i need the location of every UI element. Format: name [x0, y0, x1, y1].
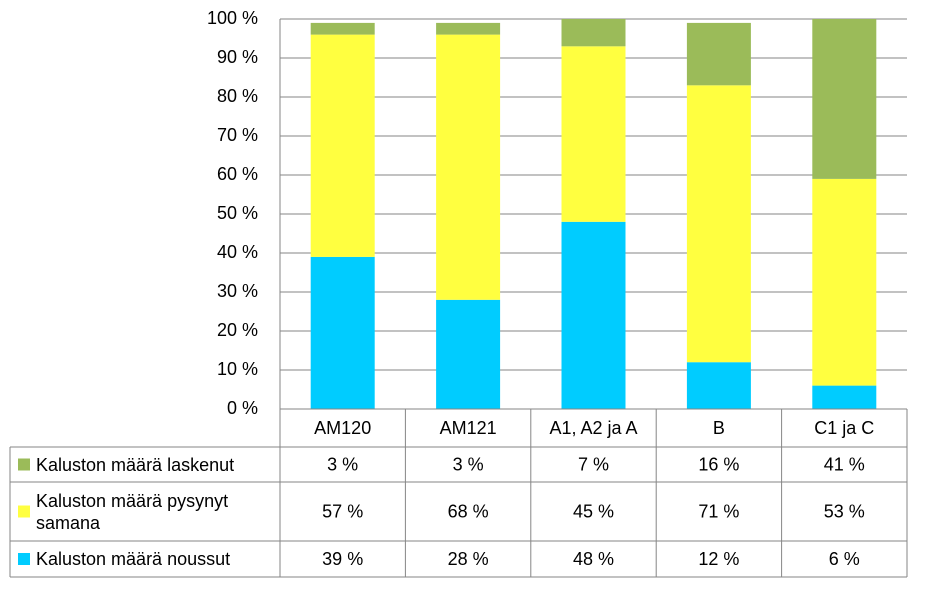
- data-label: 28 %: [448, 549, 489, 569]
- y-tick-label: 70 %: [217, 125, 258, 145]
- data-label: 12 %: [698, 549, 739, 569]
- bar-segment: [310, 34, 375, 257]
- data-label: 39 %: [322, 549, 363, 569]
- data-label: 3 %: [327, 454, 358, 474]
- y-tick-label: 40 %: [217, 242, 258, 262]
- bar-segment: [812, 19, 877, 179]
- x-tick-label: B: [713, 418, 725, 438]
- y-tick-label: 30 %: [217, 281, 258, 301]
- data-label: 41 %: [824, 454, 865, 474]
- legend-cell: Kaluston määrä laskenut: [36, 454, 235, 475]
- legend-swatch: [18, 458, 30, 471]
- data-label: 6 %: [829, 549, 860, 569]
- legend-cell: Kaluston määrä pysynyt samana: [36, 490, 229, 533]
- bar-segment: [436, 299, 501, 409]
- data-label: 57 %: [322, 501, 363, 521]
- data-label: 53 %: [824, 501, 865, 521]
- y-tick-label: 60 %: [217, 164, 258, 184]
- legend-swatch: [18, 505, 30, 518]
- y-tick-label: 10 %: [217, 359, 258, 379]
- bar-segment: [561, 19, 626, 47]
- data-label: 3 %: [453, 454, 484, 474]
- bar-segment: [436, 34, 501, 300]
- y-tick-label: 0 %: [227, 398, 258, 418]
- data-label: 68 %: [448, 501, 489, 521]
- bar-segment: [310, 256, 375, 409]
- legend-label: Kaluston määrä laskenut: [36, 454, 235, 475]
- legend-label: Kaluston määrä pysynyt samana: [36, 490, 229, 533]
- x-tick-label: AM121: [440, 418, 497, 438]
- x-tick-label: C1 ja C: [814, 418, 874, 438]
- data-label: 71 %: [698, 501, 739, 521]
- bar-segment: [686, 22, 751, 86]
- bar-segment: [310, 22, 375, 35]
- legend-swatch: [18, 553, 30, 565]
- y-tick-label: 80 %: [217, 86, 258, 106]
- bar-segment: [561, 46, 626, 222]
- y-tick-label: 20 %: [217, 320, 258, 340]
- bar-segment: [686, 362, 751, 409]
- data-label: 7 %: [578, 454, 609, 474]
- data-label: 45 %: [573, 501, 614, 521]
- bar-segment: [436, 22, 501, 35]
- y-tick-label: 90 %: [217, 47, 258, 67]
- bar-segment: [812, 178, 877, 386]
- x-tick-label: A1, A2 ja A: [549, 418, 637, 438]
- bar-segment: [686, 85, 751, 363]
- data-label: 48 %: [573, 549, 614, 569]
- bar-segment: [561, 221, 626, 409]
- legend-label: Kaluston määrä noussut: [36, 549, 231, 569]
- y-tick-label: 100 %: [207, 8, 258, 28]
- y-tick-label: 50 %: [217, 203, 258, 223]
- legend-cell: Kaluston määrä noussut: [36, 549, 231, 569]
- bar-segment: [812, 385, 877, 409]
- x-tick-label: AM120: [314, 418, 371, 438]
- data-label: 16 %: [698, 454, 739, 474]
